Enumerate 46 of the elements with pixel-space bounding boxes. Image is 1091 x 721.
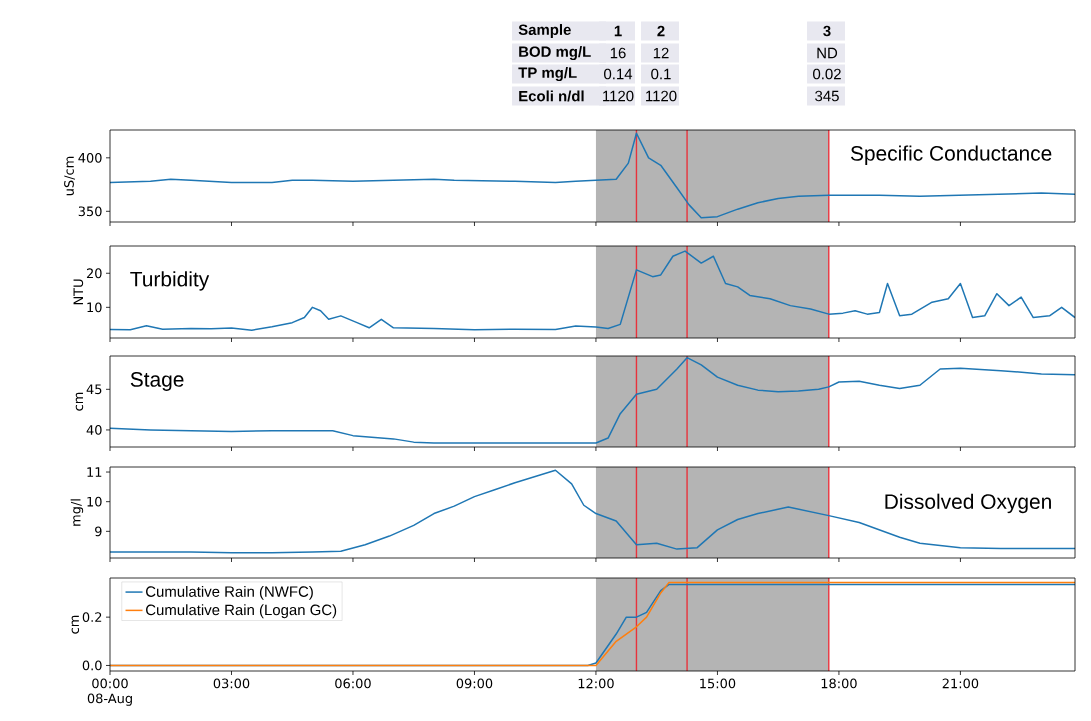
- y-tick-label: 10: [87, 496, 102, 507]
- text: 345: [815, 90, 839, 102]
- text: 16: [610, 47, 626, 59]
- text: 12: [653, 47, 669, 59]
- y-axis-title: uS/cm: [64, 156, 75, 196]
- text: 1120: [646, 90, 677, 102]
- text: Stage: [130, 372, 184, 391]
- text: Ecoli n/dl: [519, 90, 584, 102]
- text: BOD mg/L: [519, 46, 591, 60]
- text: Sample: [518, 24, 571, 38]
- y-tick-label: 350: [78, 206, 102, 217]
- text: 1: [614, 25, 622, 37]
- text: 3: [823, 25, 831, 37]
- text: 0.1: [651, 68, 671, 80]
- y-tick-label: 400: [78, 152, 102, 163]
- text: Dissolved Oxygen: [885, 493, 1051, 514]
- text: 0.14: [604, 68, 633, 80]
- y-axis-title: mg/l: [70, 499, 84, 526]
- y-tick-label: 45: [86, 384, 102, 395]
- y-tick-label: 9: [95, 526, 102, 537]
- x-tick-label: 12:00: [578, 678, 614, 689]
- text: 1120: [603, 90, 634, 102]
- text: ND: [817, 47, 838, 59]
- x-tick-label: 06:00: [335, 678, 371, 689]
- y-axis-title: cm: [75, 392, 84, 411]
- y-tick-label: 10: [87, 302, 102, 313]
- x-tick-label: 09:00: [456, 678, 493, 689]
- legend-label: Cumulative Rain (Logan GC): [146, 604, 337, 619]
- y-axis-title: cm: [71, 615, 80, 634]
- legend-label: Cumulative Rain (NWFC): [146, 585, 313, 600]
- text: TP mg/L: [518, 67, 577, 81]
- y-tick-label: 0.2: [82, 612, 102, 623]
- text: 2: [657, 25, 665, 37]
- x-tick-label: 00:00 08-Aug: [87, 678, 132, 706]
- y-tick-label: 11: [87, 467, 102, 477]
- y-tick-label: 40: [86, 425, 102, 435]
- x-tick-label: 21:00: [942, 678, 979, 689]
- text: Turbidity: [130, 271, 210, 291]
- x-tick-label: 18:00: [821, 678, 857, 689]
- y-tick-label: 20: [86, 268, 102, 279]
- y-axis-title: NTU: [73, 279, 84, 305]
- x-tick-label: 15:00: [700, 678, 736, 689]
- text: 0.02: [813, 68, 841, 80]
- x-tick-label: 03:00: [213, 678, 250, 689]
- y-tick-label: 0.0: [82, 660, 102, 671]
- text: Specific Conductance: [850, 145, 1052, 165]
